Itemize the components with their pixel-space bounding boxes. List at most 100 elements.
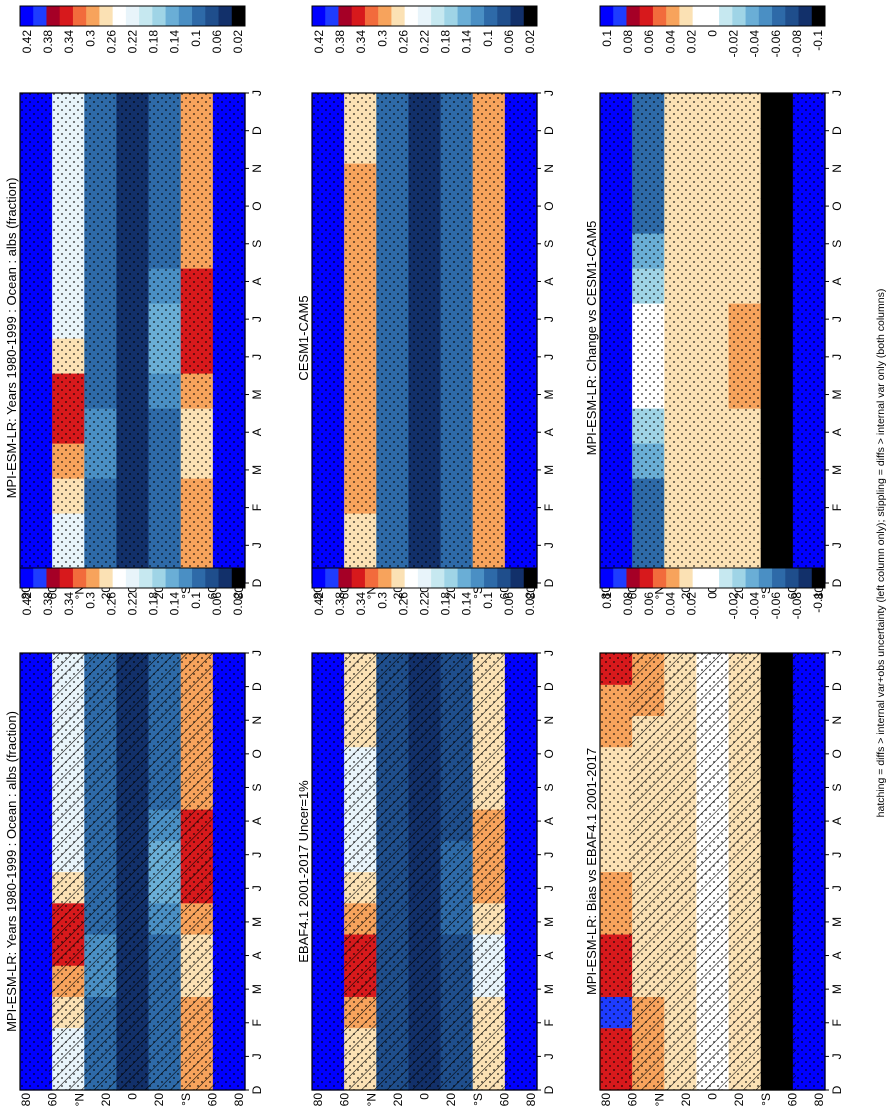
colorbar-swatch [20,6,34,26]
month-tick-label: A [250,817,264,825]
lat-tick-label: 20 [152,586,166,600]
month-tick-label: A [542,277,556,285]
colorbar-swatch [758,568,773,588]
lat-tick-label: 20 [732,1093,746,1107]
lat-tick-label: 60 [205,586,219,600]
colorbar-tick-label: 0.1 [481,592,495,609]
colorbar-swatch [497,568,512,588]
lat-tick-label: 20 [152,1093,166,1107]
month-tick-label: D [250,578,264,587]
colorbar-swatch [758,6,773,26]
lat-tick-label: 60 [205,1093,219,1107]
colorbar-tick-label: 0.14 [460,592,474,616]
month-tick-label: N [542,164,556,173]
month-tick-label: A [250,277,264,285]
colorbar-swatch [86,6,100,26]
colorbar-tick-label: 0 [706,30,720,37]
colorbar-tick-label: 0.18 [147,30,161,54]
colorbar-swatch [378,6,392,26]
colorbar-tick-label: -0.1 [811,30,825,51]
colorbar-swatch [497,6,512,26]
month-tick-label: A [830,428,844,436]
colorbar-swatch [139,568,153,588]
month-tick-label: D [542,578,556,587]
month-tick-label: J [542,885,556,891]
month-tick-label: M [542,917,556,927]
lat-tick-label: 20 [391,1093,405,1107]
colorbar-swatch [523,6,538,26]
colorbar-tick-label: 0.1 [189,30,203,47]
colorbar-tick-label: 0.26 [104,592,118,616]
month-tick-label: S [542,240,556,248]
month-tick-label: J [830,542,844,548]
colorbar-frame [599,5,826,27]
colorbar-swatch [325,568,339,588]
colorbar-swatch [666,568,680,588]
lat-tick-label: 80 [812,586,826,600]
colorbar-swatch [719,6,733,26]
month-tick-label: J [250,852,264,858]
colorbar-swatch [59,6,74,26]
lat-tick-label: 60 [46,586,60,600]
stippling-overlay [312,93,537,583]
colorbar-swatch [86,568,100,588]
lat-tick-label: °S [759,586,773,599]
month-tick-label: S [542,783,556,791]
colorbar: 0.42 0.38 0.34 0.3 0.26 0.22 0.18 0.14 0.1 0.06 0.… [19,567,246,616]
colorbar-swatch [431,568,445,588]
colorbar-tick-label: 0.1 [600,30,614,47]
month-tick-label: A [250,428,264,436]
panel-p4: 0.42 0.38 0.34 0.3 0.26 0.22 0.18 0.14 0.1 0.06 0.… [296,5,556,600]
month-tick-label: F [830,504,844,511]
lat-tick-label: 20 [99,586,113,600]
colorbar-swatch [378,568,392,588]
panel-title: MPI-ESM-LR: Years 1980-1999 : Ocean : al… [4,711,19,1032]
month-tick-label: M [542,390,556,400]
colorbar-swatch [666,6,680,26]
colorbar-swatch [364,6,379,26]
colorbar-tick-label: 0.3 [83,592,97,609]
month-axis: D J F M A M J J A S O N D J [537,650,556,1094]
colorbar-tick-label: 0.02 [523,592,537,616]
lat-tick-label: 80 [232,1093,246,1107]
panel-p6: 0.1 0.08 0.06 0.04 0.02 0 -0.02 -0.04 -0.06 -0.08… [584,5,844,600]
colorbar-swatch [652,568,667,588]
colorbar-tick-label: 0.3 [375,592,389,609]
lat-tick-label: 60 [785,586,799,600]
colorbar-swatch [639,6,654,26]
colorbar-swatch [679,6,694,26]
month-axis: D J F M A M J J A S O N D J [825,90,844,587]
colorbar-swatch [798,6,813,26]
month-tick-label: D [542,126,556,135]
month-tick-label: M [830,984,844,994]
colorbar-swatch [732,568,747,588]
colorbar-swatch [431,6,445,26]
colorbar-tick-label: 0.38 [41,30,55,54]
colorbar-tick-label: 0.06 [642,592,656,616]
lat-tick-label: 80 [524,586,538,600]
colorbar-tick-label: 0.02 [684,592,698,616]
colorbar-tick-label: -0.04 [748,30,762,58]
lat-tick-label: 0 [706,1093,720,1100]
month-tick-label: A [250,952,264,960]
month-tick-label: M [542,984,556,994]
plot-frame [599,652,826,1091]
month-tick-label: F [542,504,556,511]
month-tick-label: J [542,1053,556,1059]
colorbar-tick-label: 0.04 [663,592,677,616]
lat-tick-label: °S [759,1093,773,1106]
panel-p5: 0.1 0.08 0.06 0.04 0.02 0 -0.02 -0.04 -0.06 -0.08… [584,567,844,1107]
colorbar-tick-label: 0.42 [20,30,34,54]
colorbar-swatch [205,6,220,26]
colorbar-tick-label: 0.1 [189,592,203,609]
month-tick-label: O [250,749,264,758]
stippling-overlay [312,653,537,1090]
lat-tick-label: °N [652,1093,666,1106]
panel-title: MPI-ESM-LR: Bias vs EBAF4.1 2001-2017 [584,748,599,995]
colorbar-swatch [484,6,498,26]
colorbar-tick-label: 0 [706,592,720,599]
month-tick-label: J [830,1053,844,1059]
month-tick-label: D [830,126,844,135]
colorbar: 0.1 0.08 0.06 0.04 0.02 0 -0.02 -0.04 -0.06 -0.08… [599,5,826,58]
